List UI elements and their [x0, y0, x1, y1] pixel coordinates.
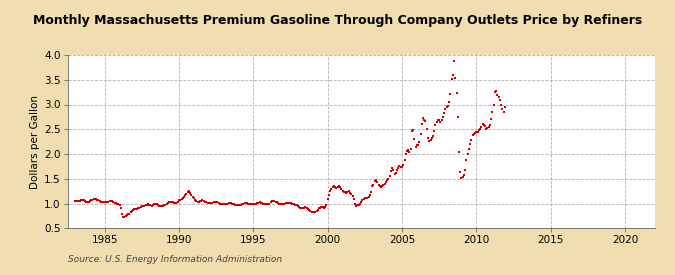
Text: Source: U.S. Energy Information Administration: Source: U.S. Energy Information Administ…: [68, 255, 281, 264]
Y-axis label: Dollars per Gallon: Dollars per Gallon: [30, 95, 40, 189]
Text: Monthly Massachusetts Premium Gasoline Through Company Outlets Price by Refiners: Monthly Massachusetts Premium Gasoline T…: [33, 14, 642, 27]
